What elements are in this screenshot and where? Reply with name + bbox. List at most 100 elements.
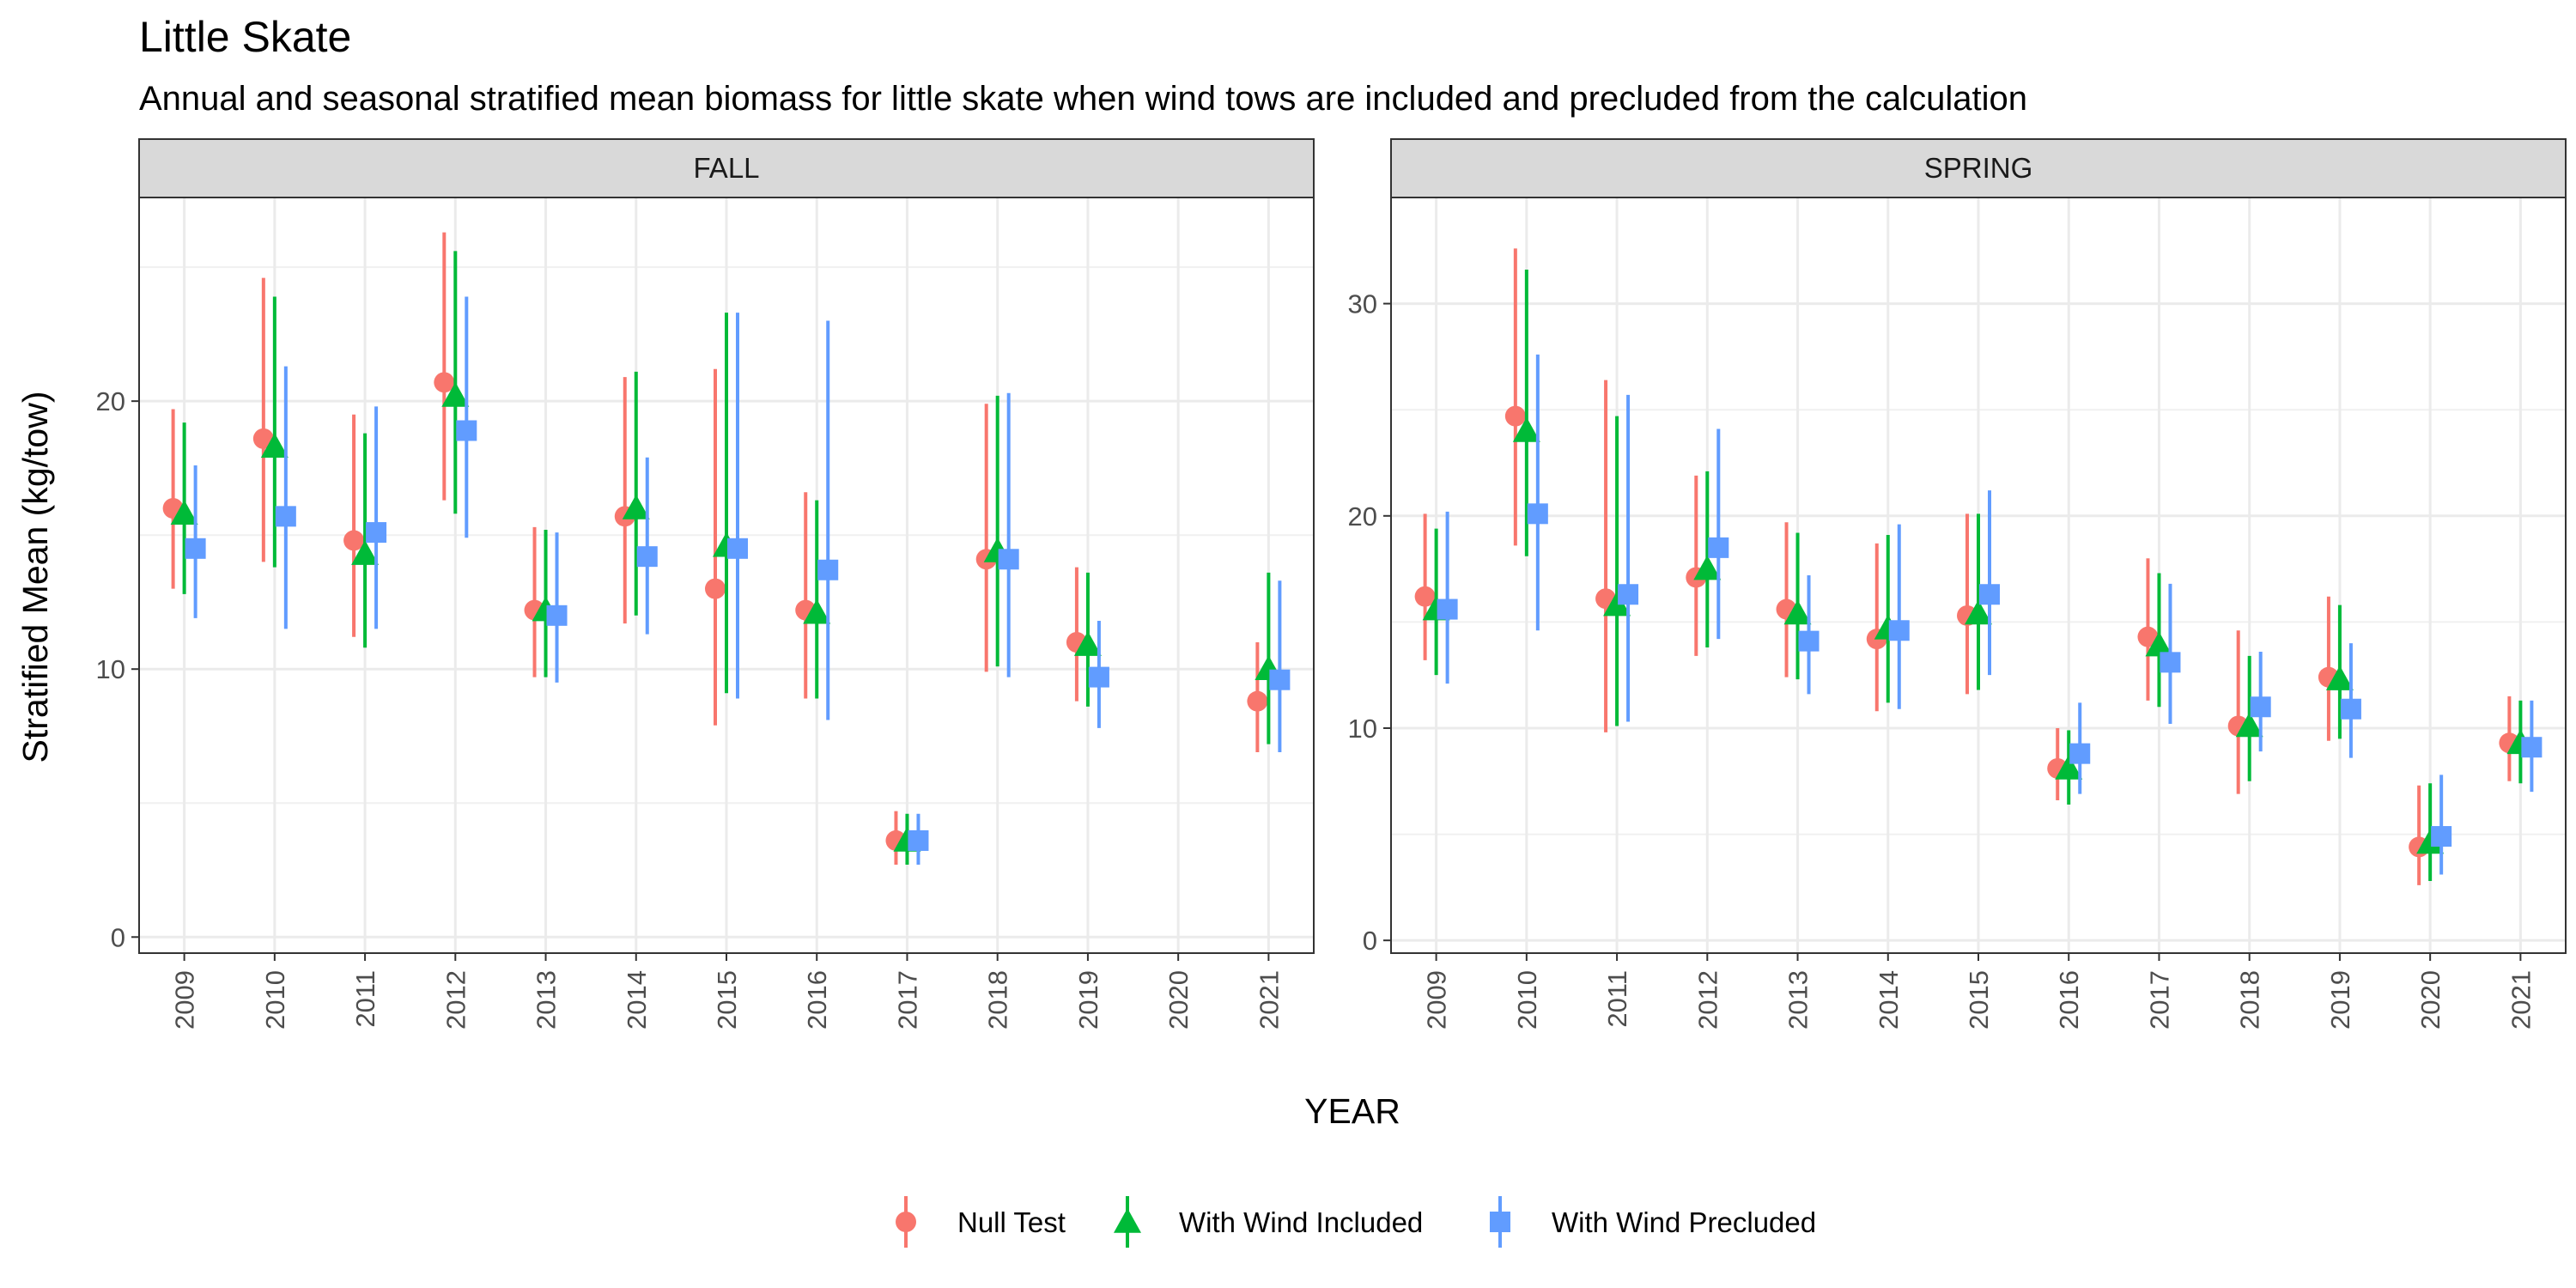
y-tick-label: 10 [96,654,125,684]
x-tick-label: 2015 [712,970,742,1030]
data-point [1783,599,1812,625]
x-tick-label: 2009 [170,970,200,1030]
x-tick-label: 2015 [1964,970,1994,1030]
data-point [1965,599,1992,625]
data-point [1527,503,1548,525]
data-point [2145,631,2173,657]
legend-key-symbol [1490,1212,1510,1232]
legend: Null Test With Wind Included With Wind Pre… [896,1196,1816,1248]
data-point [2340,698,2361,720]
data-point [366,522,387,544]
series-with-wind-included [1422,270,2535,881]
x-axis-title: YEAR [1304,1091,1400,1131]
legend-item: With Wind Precluded [1490,1196,1816,1248]
x-tick-label: 2017 [892,970,922,1030]
data-point [343,530,365,551]
panel-border [1390,197,2567,954]
data-point [275,506,296,527]
x-tick-label: 2019 [2325,970,2355,1030]
legend-label: With Wind Included [1179,1206,1423,1238]
legend-label: With Wind Precluded [1552,1206,1816,1238]
chart-title: Little Skate [139,13,351,61]
data-point [2416,829,2445,854]
x-tick-label: 2020 [1163,970,1194,1030]
data-point [2431,826,2452,848]
data-point [1979,584,2000,605]
data-point [1247,690,1268,712]
y-tick-label: 0 [1363,926,1377,956]
panel-fall: FALL 0 10 20 2009 2010 2011 2012 2013 2014 2015 201… [96,138,1315,1030]
data-point [1618,584,1639,605]
y-axis-title: Stratified Mean (kg/tow) [15,392,55,763]
x-tick-label: 2017 [2144,970,2174,1030]
legend-label: Null Test [957,1206,1066,1238]
facet-strip [138,138,1315,198]
y-tick-label: 20 [1348,501,1377,532]
panel-border [138,197,1315,954]
data-point [170,500,198,526]
data-point [1888,620,1910,641]
series-with-wind-precluded [1437,354,2543,875]
x-tick-label: 2016 [2054,970,2084,1030]
facet-strip-label: SPRING [1924,152,2033,184]
data-point [1504,405,1526,427]
data-point [2160,652,2181,673]
data-point [1798,630,1820,652]
data-point [727,538,748,559]
data-point [1512,416,1540,442]
x-tick-label: 2010 [260,970,290,1030]
data-point [351,540,380,565]
data-point [1603,591,1631,617]
x-tick-label: 2013 [532,970,562,1030]
legend-key-symbol [1114,1208,1141,1233]
data-point [1269,669,1291,690]
x-tick-label: 2014 [622,970,652,1030]
y-tick-label: 20 [96,386,125,416]
data-point [1437,598,1458,620]
data-point [998,549,1019,570]
x-tick-label: 2016 [802,970,832,1030]
data-point [546,605,568,626]
data-point [2055,754,2083,780]
series-with-wind-precluded [185,296,1291,866]
data-point [2250,696,2271,718]
data-point [1414,586,1436,607]
x-tick-label: 2020 [2415,970,2445,1030]
data-point [1693,555,1722,580]
x-tick-label: 2018 [2235,970,2265,1030]
chart-subtitle: Annual and seasonal stratified mean biom… [139,80,2027,118]
data-point [2521,737,2543,758]
legend-item: With Wind Included [1114,1196,1423,1248]
data-point [260,433,289,459]
data-point [1708,537,1729,558]
x-tick-label: 2011 [350,970,380,1028]
x-tick-label: 2009 [1422,970,1452,1030]
data-point [434,372,455,393]
x-tick-label: 2019 [1073,970,1103,1030]
data-point [1073,631,1102,656]
y-tick-label: 30 [1348,289,1377,319]
x-tick-label: 2014 [1874,970,1904,1030]
x-tick-label: 2011 [1602,970,1632,1028]
y-tick-label: 10 [1348,714,1377,744]
x-tick-label: 2012 [1692,970,1722,1030]
data-point [2069,743,2091,764]
x-tick-label: 2013 [1783,970,1814,1030]
data-point [908,829,929,851]
data-point [2325,665,2354,690]
legend-item: Null Test [896,1196,1066,1248]
data-point [636,546,658,568]
data-point [803,598,831,624]
data-point [2137,626,2159,647]
data-point [441,381,470,407]
panel-spring: SPRING 0 10 20 30 2009 2010 2011 2012 2013 2014 201… [1348,138,2567,1030]
data-point [705,578,726,599]
data-point [185,538,206,559]
x-tick-label: 2018 [983,970,1013,1030]
x-tick-label: 2021 [2506,970,2536,1030]
data-point [2235,712,2263,738]
data-point [1088,666,1109,688]
data-point [622,494,650,519]
